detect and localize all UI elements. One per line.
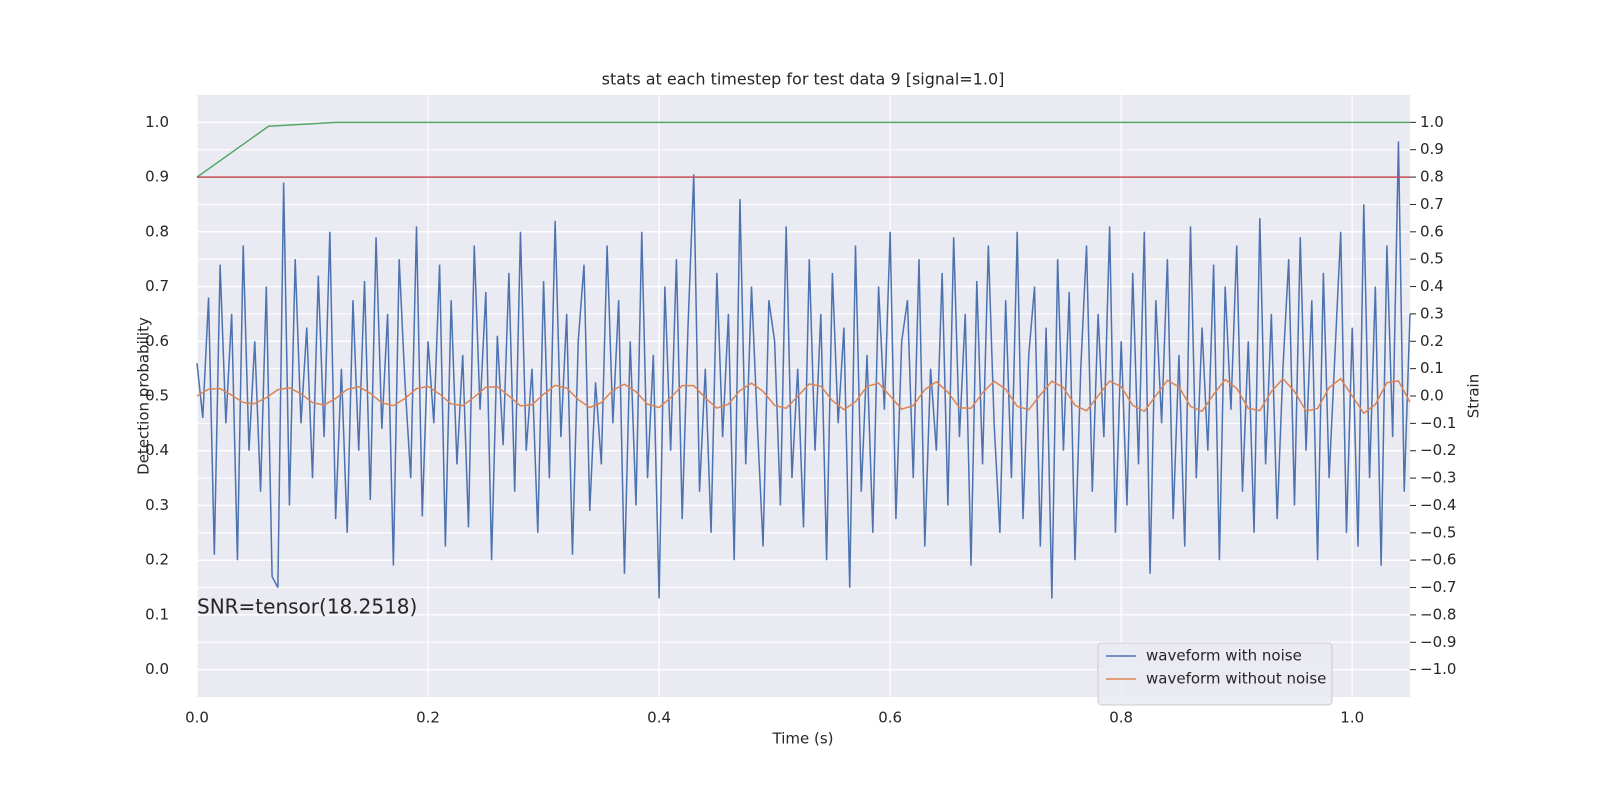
- x-tick-label: 1.0: [1340, 709, 1364, 727]
- series-line: [196, 377, 1411, 415]
- y2-tick-label: 0.5: [1420, 250, 1444, 268]
- y2-tick-label: 0.4: [1420, 277, 1444, 295]
- y2-tick-label: −0.9: [1420, 633, 1456, 651]
- series-line: [196, 141, 1411, 599]
- y2-tick-label: −0.5: [1420, 523, 1456, 541]
- annotation: SNR=tensor(18.2518): [197, 595, 417, 619]
- x-tick-label: 0.8: [1109, 709, 1133, 727]
- y-tick-label: 1.0: [145, 113, 169, 131]
- y2-tick-label: −0.7: [1420, 578, 1456, 596]
- y2-tick-label: 0.6: [1420, 222, 1444, 240]
- y2-tick-label: 1.0: [1420, 113, 1444, 131]
- y2-tick-label: −0.2: [1420, 441, 1456, 459]
- y-tick-label: 0.2: [145, 551, 169, 569]
- y2-tick-label: 0.9: [1420, 140, 1444, 158]
- y2-tick-label: 0.8: [1420, 168, 1444, 186]
- y2-axis-label: Strain: [1465, 374, 1483, 418]
- x-tick-label: 0.4: [647, 709, 671, 727]
- legend-label: waveform with noise: [1146, 647, 1302, 665]
- y2-tick-label: 0.1: [1420, 359, 1444, 377]
- y-tick-label: 0.9: [145, 168, 169, 186]
- y2-tick-label: 0.2: [1420, 332, 1444, 350]
- y-tick-label: 0.4: [145, 441, 169, 459]
- y-tick-label: 0.5: [145, 387, 169, 405]
- y-axis-label: Detection probability: [135, 317, 153, 475]
- y-tick-label: 0.0: [145, 660, 169, 678]
- y2-tick-label: 0.3: [1420, 304, 1444, 322]
- y2-tick-label: −0.8: [1420, 605, 1456, 623]
- y2-tick-label: −0.6: [1420, 551, 1456, 569]
- y2-tick-label: −1.0: [1420, 660, 1456, 678]
- x-tick-label: 0.0: [185, 709, 209, 727]
- y-tick-label: 0.6: [145, 332, 169, 350]
- y2-tick-label: 0.0: [1420, 387, 1444, 405]
- legend-label: waveform without noise: [1146, 670, 1326, 688]
- y2-tick-label: −0.4: [1420, 496, 1456, 514]
- x-tick-label: 0.6: [878, 709, 902, 727]
- y2-tick-label: 0.7: [1420, 195, 1444, 213]
- y-tick-label: 0.3: [145, 496, 169, 514]
- y2-tick-label: −0.1: [1420, 414, 1456, 432]
- legend-box: [1097, 642, 1333, 706]
- legend: waveform with noise waveform without nois…: [1097, 642, 1333, 706]
- x-axis-label: Time (s): [772, 730, 834, 748]
- x-tick-label: 0.2: [416, 709, 440, 727]
- y-tick-label: 0.8: [145, 222, 169, 240]
- y-tick-label: 0.1: [145, 605, 169, 623]
- chart-title: stats at each timestep for test data 9 […: [602, 70, 1005, 89]
- lines: [196, 121, 1411, 599]
- y2-tick-label: −0.3: [1420, 469, 1456, 487]
- series-line: [196, 121, 1410, 178]
- y-tick-label: 0.7: [145, 277, 169, 295]
